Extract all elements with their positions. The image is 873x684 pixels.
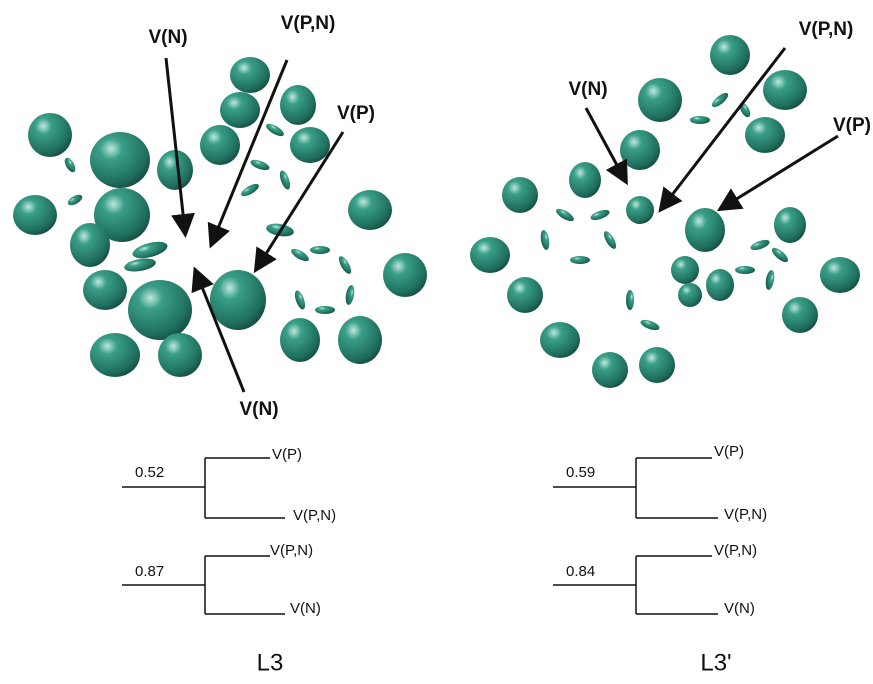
basin <box>638 78 682 122</box>
molecule-basins <box>13 35 860 388</box>
basin <box>738 101 753 119</box>
basin <box>278 169 292 191</box>
basin <box>639 318 661 332</box>
basin <box>569 162 601 198</box>
basin <box>90 333 140 377</box>
basin <box>290 127 330 163</box>
bifurcation-tree: 0.59 V(P) V(P,N) 0.84 V(P,N) V(N) <box>553 443 767 617</box>
tree-value: 0.59 <box>566 464 595 481</box>
basin <box>763 70 807 110</box>
basin <box>123 256 157 273</box>
tree-leaf: V(P,N) <box>714 542 757 559</box>
annotation: V(N) <box>148 27 187 48</box>
basin <box>710 91 730 110</box>
basin <box>570 256 590 264</box>
basin <box>83 270 127 310</box>
basin <box>626 196 654 224</box>
basin <box>774 207 806 243</box>
basin <box>344 284 355 305</box>
basin <box>539 229 550 250</box>
annotation: V(P,N) <box>799 19 854 40</box>
basin <box>770 246 790 265</box>
basin <box>470 237 510 273</box>
basin <box>63 156 78 174</box>
tree-value: 0.52 <box>135 464 164 481</box>
basin <box>592 352 628 388</box>
basin <box>315 306 335 314</box>
basin <box>639 347 675 383</box>
basin <box>230 57 270 93</box>
tree-leaf: V(P,N) <box>724 506 767 523</box>
basin <box>200 125 240 165</box>
tree-value: 0.84 <box>566 563 595 580</box>
basin <box>782 297 818 333</box>
basin <box>690 116 710 124</box>
basin <box>602 229 619 250</box>
arrow <box>166 58 185 232</box>
basin <box>554 207 575 224</box>
panel-label: L3' <box>700 649 731 676</box>
bifurcation-tree: 0.52 V(P) V(P,N) 0.87 V(P,N) V(N) <box>122 446 336 617</box>
tree-value: 0.87 <box>135 563 164 580</box>
basin <box>293 289 307 311</box>
basin <box>685 208 725 252</box>
basin <box>589 208 611 222</box>
basin <box>820 257 860 293</box>
basin <box>66 193 84 208</box>
tree-leaf: V(P,N) <box>270 542 313 559</box>
basin <box>264 122 285 139</box>
basin <box>128 280 192 340</box>
basin <box>710 35 750 75</box>
basin <box>239 182 260 199</box>
tree-leaf: V(P,N) <box>293 507 336 524</box>
basin <box>90 132 150 188</box>
basin <box>220 92 260 128</box>
basin <box>620 130 660 170</box>
basin <box>70 223 110 267</box>
basin <box>348 190 392 230</box>
basin <box>337 254 354 275</box>
basin <box>157 150 193 190</box>
basin <box>671 256 699 284</box>
basin <box>249 158 271 172</box>
basin <box>626 290 634 310</box>
basin <box>210 270 266 330</box>
basin <box>338 316 382 364</box>
basin <box>310 246 330 254</box>
annotation: V(N) <box>568 79 607 100</box>
basin <box>280 85 316 125</box>
tree-leaf: V(P) <box>714 443 744 460</box>
figure: V(N) V(P,N) V(P) V(N) V(N) V(P,N) V(P) 0… <box>0 0 873 684</box>
basin <box>502 177 538 213</box>
basin <box>507 277 543 313</box>
basin <box>706 269 734 301</box>
annotation: V(P) <box>833 115 871 136</box>
tree-leaf: V(N) <box>290 600 321 617</box>
basin <box>383 253 427 297</box>
basin <box>289 247 310 264</box>
basin <box>745 117 785 153</box>
basin <box>13 195 57 235</box>
annotation: V(P,N) <box>281 13 336 34</box>
panel-label: L3 <box>257 649 284 676</box>
basin <box>764 269 775 290</box>
basin <box>735 266 755 274</box>
annotation: V(N) <box>239 399 278 420</box>
basin <box>280 318 320 362</box>
basin <box>158 333 202 377</box>
basin <box>749 238 771 252</box>
tree-leaf: V(P) <box>272 446 302 463</box>
annotation: V(P) <box>337 103 375 124</box>
basin <box>28 113 72 157</box>
basin <box>540 322 580 358</box>
tree-leaf: V(N) <box>724 600 755 617</box>
basin <box>678 283 702 307</box>
basin <box>131 239 169 262</box>
